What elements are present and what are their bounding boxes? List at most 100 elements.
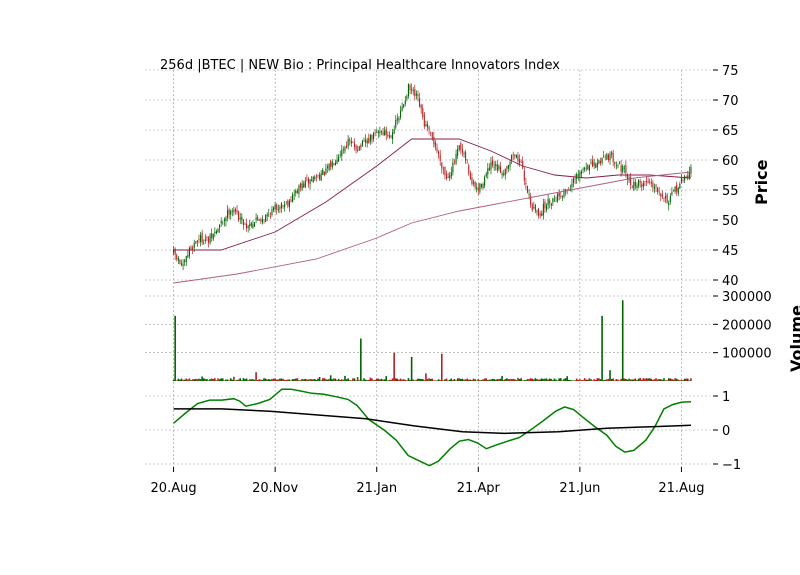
candle-body <box>425 124 427 127</box>
candle-body <box>468 165 470 174</box>
volume-bar <box>521 380 524 381</box>
volume-bar <box>179 379 181 381</box>
volume-tick-label: 300000 <box>722 290 772 305</box>
candle-body <box>244 223 246 225</box>
candle-body <box>265 215 267 222</box>
candle-body <box>233 209 235 213</box>
candle-body <box>595 163 597 168</box>
volume-bar <box>672 379 675 381</box>
candle-body <box>252 224 254 228</box>
candle-body <box>599 161 602 164</box>
candle-body <box>520 161 522 163</box>
volume-bar <box>250 379 253 381</box>
candle-body <box>353 143 356 148</box>
candle-body <box>641 184 643 188</box>
candle-body <box>457 149 459 156</box>
volume-bar <box>304 378 307 381</box>
candle-body <box>542 203 544 216</box>
candle-body <box>414 89 416 97</box>
volume-bar <box>339 379 342 381</box>
volume-bar <box>428 378 430 381</box>
volume-bar <box>634 378 637 381</box>
volume-bar <box>560 378 562 381</box>
volume-bar <box>325 379 327 381</box>
volume-bar <box>245 378 248 381</box>
candle-body <box>544 201 546 209</box>
volume-bar <box>618 380 621 381</box>
candle-body <box>215 231 217 234</box>
candle-body <box>553 199 556 201</box>
volume-bar <box>242 378 245 381</box>
volume-bar <box>677 379 680 381</box>
candle-body <box>601 157 603 164</box>
axes: 40 45 50 55 60 65 70 75 100000 200000 300000 −1 0 1 20… <box>151 64 772 496</box>
volume-bar <box>387 380 389 381</box>
candle-body <box>417 94 419 97</box>
volume-bar <box>679 380 681 381</box>
volume-bar <box>261 379 264 381</box>
volume-bar <box>631 379 634 381</box>
candle-body <box>452 162 454 173</box>
candle-body <box>580 171 582 174</box>
candle-body <box>299 183 302 188</box>
volume-bar <box>660 379 662 381</box>
volume-bar <box>252 379 254 381</box>
candle-body <box>466 162 468 164</box>
candle-body <box>509 161 511 167</box>
candle-body <box>334 162 336 166</box>
candle-body <box>609 153 611 160</box>
candle-body <box>633 181 635 190</box>
volume-bar <box>644 378 646 381</box>
volume-bar <box>671 378 673 381</box>
candle-body <box>176 254 178 259</box>
candle-body <box>298 185 300 194</box>
volume-bar <box>369 377 372 381</box>
volume-bar <box>572 380 575 381</box>
candle-body <box>523 170 525 181</box>
candle-body <box>358 146 360 151</box>
volume-bar <box>275 379 278 381</box>
candle-body <box>593 162 595 166</box>
candle-body <box>539 213 541 216</box>
candle-body <box>604 156 606 158</box>
candle-body <box>406 96 408 99</box>
candle-body <box>465 151 467 161</box>
candle-body <box>257 216 259 221</box>
volume-bar <box>396 378 399 381</box>
volume-bar <box>185 378 188 381</box>
price-tick-label: 40 <box>722 274 739 289</box>
candle-body <box>431 132 433 138</box>
volume-bar <box>269 379 272 381</box>
volume-bar <box>239 378 242 381</box>
volume-bar <box>218 379 221 381</box>
volume-bar <box>582 380 584 381</box>
candle-body <box>590 162 592 164</box>
candle-body <box>642 183 644 187</box>
candle-body <box>198 239 200 241</box>
candle-body <box>650 182 652 184</box>
candle-body <box>517 155 519 162</box>
volume-bar <box>394 378 397 381</box>
candle-body <box>276 204 278 210</box>
candle-body <box>442 169 444 170</box>
candle-body <box>677 187 679 194</box>
price-tick-label: 65 <box>722 124 739 139</box>
volume-bar <box>371 378 373 381</box>
volume-bar <box>690 378 692 381</box>
volume-bar <box>202 378 205 381</box>
volume-bar <box>266 379 269 381</box>
candle-body <box>403 104 405 108</box>
candle-body <box>563 189 565 198</box>
volume-bar <box>536 379 538 381</box>
candle-body <box>220 221 222 224</box>
candle-body <box>231 210 233 212</box>
volume-bar <box>574 380 576 381</box>
candle-body <box>469 173 471 180</box>
candle-body <box>226 210 229 218</box>
candle-body <box>661 194 663 198</box>
candle-body <box>555 201 557 202</box>
candle-body <box>379 131 381 133</box>
candle-body <box>668 202 670 206</box>
candle-body <box>612 153 614 162</box>
volume-bar <box>645 378 648 381</box>
